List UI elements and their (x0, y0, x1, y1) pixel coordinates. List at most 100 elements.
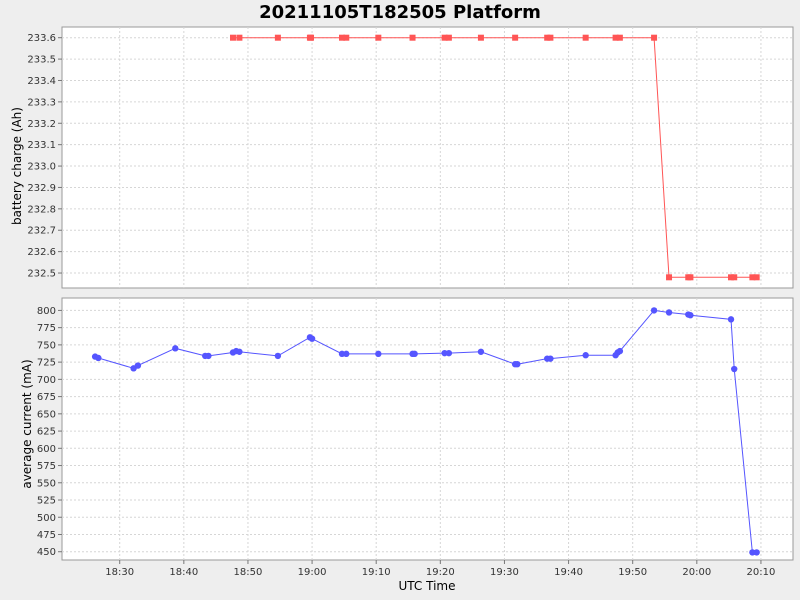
battery-data-point (441, 34, 448, 41)
current-data-point (665, 309, 673, 316)
current-data-point (514, 360, 521, 368)
x-tick-label: 19:10 (362, 567, 391, 578)
current-y-tick-label: 750 (37, 340, 56, 351)
battery-y-tick-label: 233.5 (27, 55, 56, 66)
battery-y-axis-label: battery charge (Ah) (10, 107, 24, 225)
x-tick-label: 18:50 (234, 567, 263, 578)
current-data-point (274, 352, 282, 360)
battery-data-point (731, 274, 738, 281)
battery-series (229, 34, 760, 281)
current-data-point (582, 352, 589, 359)
battery-y-tick-label: 232.6 (27, 247, 56, 258)
battery-y-tick-label: 233.4 (27, 76, 56, 87)
current-gridlines (62, 298, 793, 560)
current-y-tick-label: 550 (37, 478, 56, 489)
current-data-point (134, 362, 142, 369)
current-y-tick-label: 625 (37, 427, 56, 438)
current-data-point (205, 352, 212, 360)
battery-y-tick-label: 233.1 (27, 140, 56, 151)
battery-data-point (236, 34, 243, 41)
battery-y-tick-label: 233.0 (27, 162, 56, 173)
x-tick-label: 20:10 (747, 567, 776, 578)
battery-data-point (343, 34, 350, 41)
battery-y-tick-label: 232.7 (27, 226, 56, 237)
current-data-point (727, 316, 735, 323)
current-y-tick-label: 700 (37, 375, 56, 386)
battery-data-point (753, 274, 760, 281)
current-y-tick-label: 500 (37, 513, 56, 524)
x-tick-label: 19:50 (618, 567, 647, 578)
current-data-point (411, 350, 418, 358)
current-y-tick-label: 475 (37, 530, 56, 541)
x-tick-labels: 18:30 18:40 18:50 19:00 19:10 19:20 19:30 19:40… (105, 560, 775, 578)
current-y-tick-label: 525 (37, 496, 56, 507)
current-data-point (616, 347, 624, 355)
battery-data-point (582, 34, 589, 41)
current-data-point (731, 365, 738, 373)
current-y-tick-label: 775 (37, 323, 56, 334)
current-data-point (308, 335, 316, 342)
battery-plot-area (61, 26, 794, 289)
current-series (91, 307, 760, 556)
current-data-point (650, 307, 658, 314)
x-tick-label: 19:40 (554, 567, 583, 578)
battery-y-tick-label: 233.6 (27, 33, 56, 44)
current-data-point (375, 350, 382, 358)
current-data-point (172, 345, 179, 352)
battery-y-tick-label: 232.8 (27, 204, 56, 215)
x-tick-label: 18:30 (105, 567, 134, 578)
current-data-point (687, 312, 694, 319)
current-y-tick-label: 575 (37, 461, 56, 472)
battery-charge-panel: 233.6 233.5 233.4 233.3 233.2 233.1 233.0 232.9… (10, 26, 794, 289)
battery-data-point (616, 34, 623, 41)
x-tick-label: 19:20 (426, 567, 455, 578)
battery-data-point (666, 274, 673, 281)
battery-data-point (547, 34, 554, 41)
battery-y-tick-label: 233.2 (27, 119, 56, 130)
battery-data-point (445, 34, 452, 41)
battery-y-tick-labels: 233.6 233.5 233.4 233.3 233.2 233.1 233.0 232.9… (27, 33, 62, 280)
battery-data-point (229, 34, 236, 41)
average-current-panel: 800 775 750 725 700 675 650 625 600 575 550 525 500 4… (20, 297, 794, 561)
battery-y-tick-label: 233.3 (27, 97, 56, 108)
battery-data-point (612, 34, 619, 41)
current-plot-area (61, 297, 794, 561)
current-data-point (445, 349, 453, 357)
current-y-tick-label: 650 (37, 409, 56, 420)
battery-data-point (409, 34, 416, 41)
x-tick-label: 19:00 (298, 567, 327, 578)
battery-data-point (512, 34, 519, 41)
battery-data-point (274, 34, 281, 41)
current-data-point (547, 355, 554, 362)
current-data-point (236, 348, 243, 355)
battery-data-point (651, 34, 658, 41)
x-tick-label: 18:40 (169, 567, 198, 578)
battery-gridlines (62, 27, 793, 288)
chart-title: 20211105T182505 Platform (259, 2, 541, 23)
battery-y-tick-label: 232.9 (27, 183, 56, 194)
battery-data-point (477, 34, 484, 41)
battery-data-point (728, 274, 735, 281)
current-y-tick-label: 450 (37, 547, 56, 558)
battery-data-point (687, 274, 694, 281)
current-data-point (343, 350, 350, 358)
current-data-point (477, 348, 485, 355)
battery-data-point (375, 34, 382, 41)
x-axis-label: UTC Time (399, 579, 456, 593)
current-data-point (753, 549, 760, 556)
current-y-tick-labels: 800 775 750 725 700 675 650 625 600 575 550 525 500 4… (37, 306, 62, 558)
current-y-tick-label: 800 (37, 306, 56, 317)
x-tick-label: 19:30 (490, 567, 519, 578)
battery-data-point (544, 34, 551, 41)
battery-data-point (308, 34, 315, 41)
battery-data-point (749, 274, 756, 281)
current-y-tick-label: 725 (37, 358, 56, 369)
current-y-axis-label: average current (mA) (20, 359, 34, 488)
current-y-tick-label: 675 (37, 392, 56, 403)
current-data-point (95, 354, 102, 362)
battery-y-tick-label: 232.5 (27, 269, 56, 280)
battery-data-point (339, 34, 346, 41)
x-tick-label: 20:00 (682, 567, 711, 578)
current-y-tick-label: 600 (37, 444, 56, 455)
